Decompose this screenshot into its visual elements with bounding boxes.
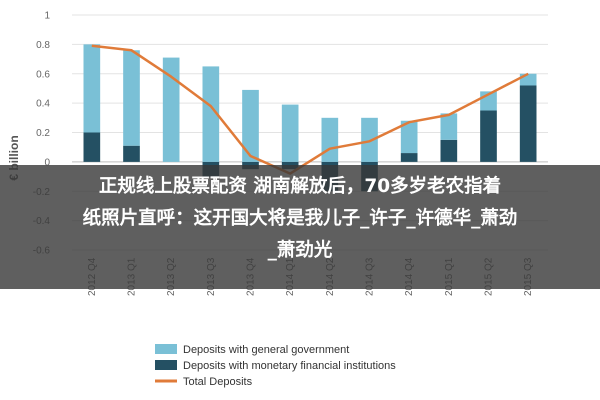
- bar-government-deposits: [400, 120, 418, 154]
- y-tick-label: 0.8: [36, 40, 50, 51]
- total-deposits-line: [91, 44, 529, 175]
- overlay-line-3: _萧劲光: [267, 240, 333, 261]
- legend-label: Deposits with monetary financial institu…: [183, 360, 396, 372]
- total-deposits-line-group: [91, 44, 529, 175]
- bar-government-deposits: [123, 50, 140, 146]
- bar-government-deposits: [361, 117, 378, 162]
- bar-mfi-deposits: [480, 110, 497, 162]
- legend: Deposits with general government Deposits…: [155, 344, 396, 388]
- bar-government-deposits: [83, 44, 101, 133]
- overlay-line-2: 纸照片直呼：这开国大将是我儿子_许子_许德华_萧劲: [82, 208, 518, 229]
- bar-mfi-deposits: [519, 85, 537, 162]
- overlay-line-1: 正规线上股票配资 湖南解放后，70多岁老农指着: [98, 176, 502, 197]
- bar-mfi-deposits: [83, 132, 101, 162]
- bar-government-deposits: [519, 73, 537, 86]
- bar-government-deposits: [242, 89, 259, 162]
- bar-government-deposits: [202, 66, 220, 162]
- bar-government-deposits: [281, 104, 299, 162]
- bar-mfi-deposits: [440, 139, 458, 162]
- legend-label: Total Deposits: [183, 376, 253, 388]
- bar-government-deposits: [321, 117, 339, 162]
- legend-swatch: [155, 344, 177, 354]
- y-tick-label: 1: [44, 11, 50, 22]
- watermark-overlay: 正规线上股票配资 湖南解放后，70多岁老农指着 纸照片直呼：这开国大将是我儿子_…: [0, 165, 600, 289]
- bar-mfi-deposits: [123, 145, 140, 162]
- y-tick-label: 0.2: [36, 128, 50, 139]
- bar-mfi-deposits: [400, 153, 418, 162]
- legend-swatch: [155, 360, 177, 370]
- y-tick-label: 0.6: [36, 69, 50, 80]
- bar-government-deposits: [440, 113, 458, 140]
- y-tick-label: 0: [44, 157, 50, 168]
- y-tick-label: 0.4: [36, 99, 50, 110]
- legend-label: Deposits with general government: [183, 344, 349, 356]
- bar-government-deposits: [162, 57, 180, 162]
